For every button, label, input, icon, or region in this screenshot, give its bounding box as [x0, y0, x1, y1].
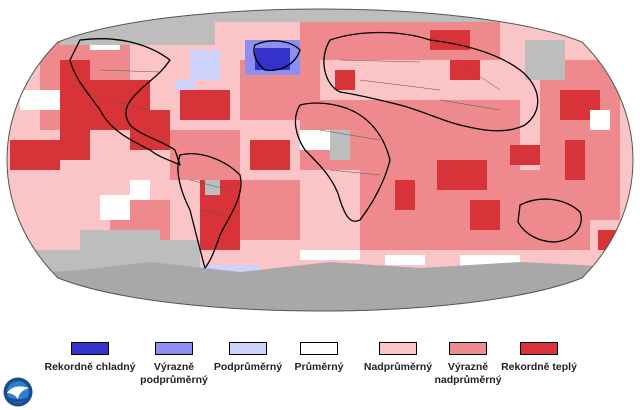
noaa-logo [3, 377, 33, 407]
legend-item-average: Průměrný [271, 342, 367, 374]
legend-item-much-above: Výrazně nadprůměrný [420, 342, 516, 387]
country-borders [99, 59, 501, 216]
legend-label-record-cold: Rekordně chladný [44, 361, 136, 373]
legend-item-above: Nadprůměrný [350, 342, 446, 374]
coastlines [69, 31, 582, 269]
legend-item-record-warm: Rekordně teplý [491, 342, 587, 374]
globe-outline [6, 8, 634, 312]
legend-swatch-much-below [155, 342, 193, 355]
world-temperature-anomaly-map [6, 8, 634, 312]
legend-label-record-warm: Rekordně teplý [501, 361, 577, 373]
legend-label-above: Nadprůměrný [363, 361, 433, 373]
legend-swatch-above [379, 342, 417, 355]
legend-label-much-below: Výrazně podprůměrný [140, 361, 208, 386]
record-cold-region [255, 48, 290, 70]
legend-label-below: Podprůměrný [213, 361, 283, 373]
legend-swatch-record-cold [71, 342, 109, 355]
legend-item-below: Podprůměrný [200, 342, 296, 374]
greenland-outline [253, 40, 301, 71]
legend-swatch-much-above [449, 342, 487, 355]
south-america-outline [177, 153, 242, 269]
record-warm-regions [10, 30, 618, 250]
legend-swatch-average [300, 342, 338, 355]
noaa-bird-icon [7, 386, 29, 399]
north-america-outline [69, 38, 181, 166]
legend-item-record-cold: Rekordně chladný [42, 342, 138, 374]
australia-outline [517, 198, 582, 243]
legend-label-average: Průměrný [294, 361, 344, 373]
legend-swatch-record-warm [520, 342, 558, 355]
eurasia-outline [323, 31, 539, 132]
legend-item-much-below: Výrazně podprůměrný [126, 342, 222, 387]
legend-swatch-below [229, 342, 267, 355]
legend-label-much-above: Výrazně nadprůměrný [434, 361, 502, 386]
africa-outline [294, 102, 391, 222]
